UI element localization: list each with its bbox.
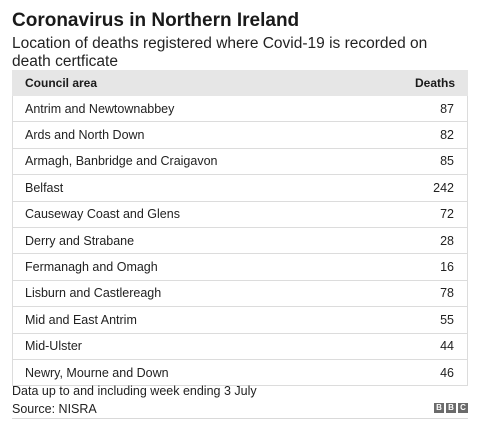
- source-text: Source: NISRA: [12, 402, 97, 416]
- page-title: Coronavirus in Northern Ireland: [12, 10, 300, 31]
- deaths-cell: 87: [440, 101, 454, 116]
- table-row: Belfast 242: [13, 175, 467, 202]
- deaths-cell: 82: [440, 128, 454, 143]
- council-area-cell: Antrim and Newtownabbey: [25, 101, 175, 116]
- deaths-cell: 242: [433, 180, 454, 195]
- council-area-cell: Newry, Mourne and Down: [25, 365, 169, 380]
- table-row: Newry, Mourne and Down 46: [13, 360, 467, 387]
- table-row: Causeway Coast and Glens 72: [13, 202, 467, 228]
- deaths-cell: 44: [440, 339, 454, 354]
- table-body: Antrim and Newtownabbey 87 Ards and Nort…: [12, 96, 468, 387]
- council-area-cell: Derry and Strabane: [25, 233, 135, 248]
- table-row: Ards and North Down 82: [13, 122, 467, 149]
- council-area-cell: Ards and North Down: [25, 128, 145, 143]
- data-note: Data up to and including week ending 3 J…: [12, 384, 257, 398]
- deaths-cell: 16: [440, 260, 454, 275]
- table-row: Antrim and Newtownabbey 87: [13, 96, 467, 123]
- council-area-cell: Mid and East Antrim: [25, 312, 137, 327]
- column-header-council-area: Council area: [25, 76, 98, 90]
- table-row: Lisburn and Castlereagh 78: [13, 281, 467, 308]
- council-area-cell: Belfast: [25, 180, 64, 195]
- table-row: Mid-Ulster 44: [13, 334, 467, 360]
- deaths-cell: 46: [440, 365, 454, 380]
- council-area-cell: Fermanagh and Omagh: [25, 260, 158, 275]
- bbc-logo-letter: B: [434, 403, 444, 413]
- table-row: Mid and East Antrim 55: [13, 307, 467, 334]
- page-subtitle: Location of deaths registered where Covi…: [12, 35, 428, 70]
- council-area-cell: Lisburn and Castlereagh: [25, 286, 162, 301]
- column-header-deaths: Deaths: [414, 76, 455, 90]
- bbc-logo: B B C: [434, 403, 468, 413]
- council-area-cell: Armagh, Banbridge and Craigavon: [25, 154, 218, 169]
- council-area-cell: Causeway Coast and Glens: [25, 207, 180, 222]
- source-bar: Source: NISRA B B C: [12, 398, 468, 420]
- deaths-table: Council area Deaths Antrim and Newtownab…: [12, 70, 468, 387]
- bbc-logo-letter: C: [458, 403, 468, 413]
- footer-divider: [12, 418, 468, 419]
- table-row: Derry and Strabane 28: [13, 228, 467, 255]
- council-area-cell: Mid-Ulster: [25, 339, 82, 354]
- bbc-logo-letter: B: [446, 403, 456, 413]
- table-row: Armagh, Banbridge and Craigavon 85: [13, 149, 467, 176]
- table-row: Fermanagh and Omagh 16: [13, 254, 467, 281]
- deaths-cell: 72: [440, 207, 454, 222]
- deaths-cell: 85: [440, 154, 454, 169]
- deaths-cell: 78: [440, 286, 454, 301]
- deaths-cell: 55: [440, 312, 454, 327]
- deaths-cell: 28: [440, 233, 454, 248]
- table-header: Council area Deaths: [12, 70, 468, 96]
